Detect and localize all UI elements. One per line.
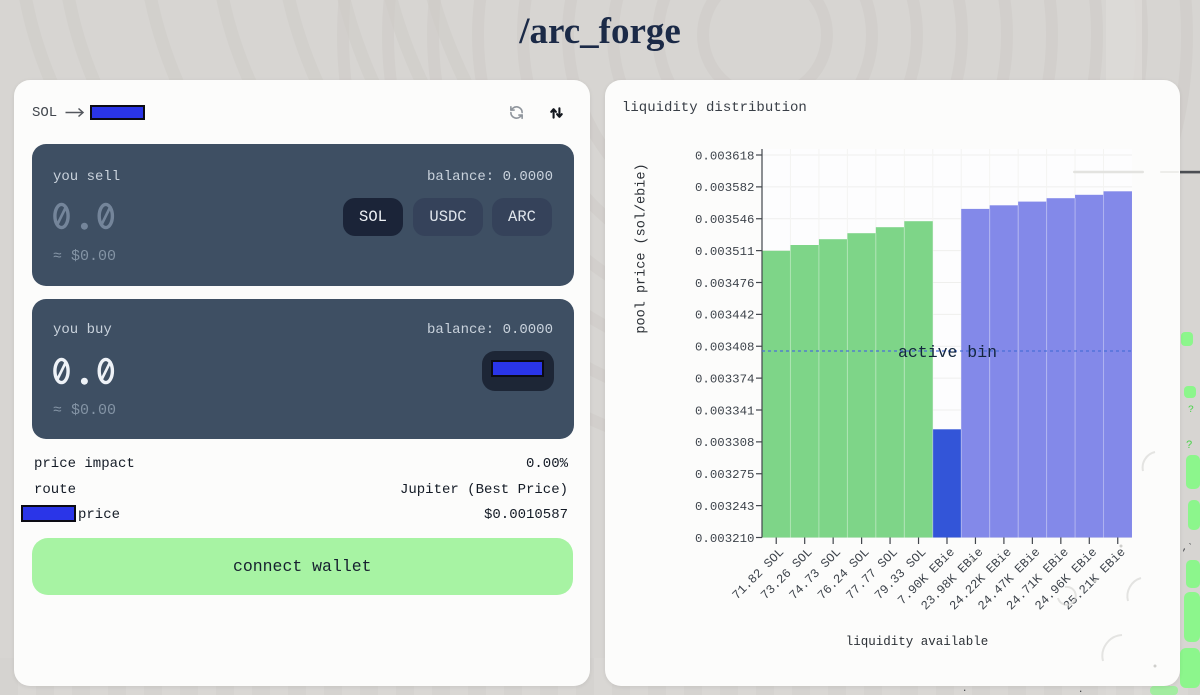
svg-text:0.003511: 0.003511 — [695, 245, 755, 259]
svg-text:0.003275: 0.003275 — [695, 468, 755, 482]
svg-text:0.003618: 0.003618 — [695, 149, 755, 163]
svg-text:0.003442: 0.003442 — [695, 309, 755, 323]
svg-text:active bin: active bin — [898, 343, 997, 362]
svg-text:0.003243: 0.003243 — [695, 500, 755, 514]
svg-text:0.003582: 0.003582 — [695, 181, 755, 195]
svg-text:0.003308: 0.003308 — [695, 436, 755, 450]
svg-text:0.003408: 0.003408 — [695, 341, 755, 355]
svg-text:0.003341: 0.003341 — [695, 404, 755, 418]
svg-text:?: ? — [1186, 440, 1193, 452]
svg-text:,`: ,` — [1182, 543, 1193, 553]
svg-text:.: . — [1078, 685, 1083, 695]
svg-text:.: . — [962, 684, 967, 694]
svg-text:pool price (sol/ebie): pool price (sol/ebie) — [635, 163, 650, 333]
svg-text:liquidity available: liquidity available — [846, 635, 989, 649]
svg-text:0.003476: 0.003476 — [695, 277, 755, 291]
svg-text:liquidity distribution: liquidity distribution — [622, 100, 807, 116]
svg-text:0.003546: 0.003546 — [695, 213, 755, 227]
svg-text:0.003210: 0.003210 — [695, 532, 755, 546]
svg-text:0.003374: 0.003374 — [695, 372, 755, 386]
svg-text:?: ? — [1188, 405, 1194, 416]
